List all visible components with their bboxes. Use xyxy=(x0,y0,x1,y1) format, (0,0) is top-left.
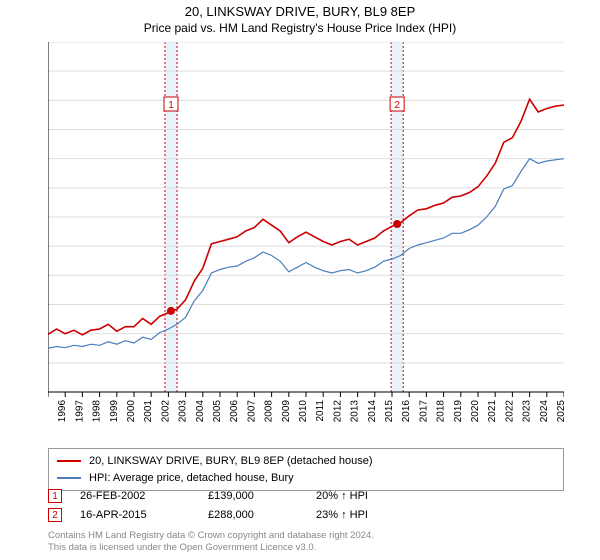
svg-text:2011: 2011 xyxy=(315,400,326,422)
svg-text:2023: 2023 xyxy=(522,400,533,423)
svg-text:2016: 2016 xyxy=(401,400,412,423)
svg-text:2010: 2010 xyxy=(298,400,309,423)
sale-date: 26-FEB-2002 xyxy=(80,490,190,502)
svg-text:1997: 1997 xyxy=(74,400,85,423)
svg-text:1: 1 xyxy=(168,100,174,111)
footer-line: This data is licensed under the Open Gov… xyxy=(48,542,374,554)
svg-text:1999: 1999 xyxy=(109,400,120,423)
legend-label: 20, LINKSWAY DRIVE, BURY, BL9 8EP (detac… xyxy=(89,453,373,470)
svg-text:2018: 2018 xyxy=(436,400,447,423)
svg-text:2002: 2002 xyxy=(160,400,171,423)
sale-hpi: 20% ↑ HPI xyxy=(316,490,406,502)
svg-text:2003: 2003 xyxy=(178,400,189,423)
footer: Contains HM Land Registry data © Crown c… xyxy=(48,530,374,555)
svg-text:2025: 2025 xyxy=(556,400,564,423)
svg-text:2004: 2004 xyxy=(195,400,206,423)
sale-hpi: 23% ↑ HPI xyxy=(316,509,406,521)
sale-marker-icon: 1 xyxy=(48,489,62,503)
legend-item: HPI: Average price, detached house, Bury xyxy=(57,470,555,487)
svg-text:2015: 2015 xyxy=(384,400,395,423)
svg-text:2006: 2006 xyxy=(229,400,240,423)
svg-text:2014: 2014 xyxy=(367,400,378,423)
svg-text:2020: 2020 xyxy=(470,400,481,423)
sales-list: 1 26-FEB-2002 £139,000 20% ↑ HPI 2 16-AP… xyxy=(48,489,564,527)
svg-text:2000: 2000 xyxy=(126,400,137,423)
footer-line: Contains HM Land Registry data © Crown c… xyxy=(48,530,374,542)
sale-row: 1 26-FEB-2002 £139,000 20% ↑ HPI xyxy=(48,489,564,503)
sale-price: £139,000 xyxy=(208,490,298,502)
legend-swatch xyxy=(57,477,81,479)
svg-text:1996: 1996 xyxy=(57,400,68,423)
svg-text:2007: 2007 xyxy=(246,400,257,423)
sale-date: 16-APR-2015 xyxy=(80,509,190,521)
svg-text:2022: 2022 xyxy=(504,400,515,423)
svg-text:1995: 1995 xyxy=(48,400,51,423)
svg-text:2001: 2001 xyxy=(143,400,154,423)
svg-text:2024: 2024 xyxy=(539,400,550,423)
svg-text:2013: 2013 xyxy=(350,400,361,423)
svg-text:2012: 2012 xyxy=(332,400,343,423)
svg-text:2021: 2021 xyxy=(487,400,498,423)
sale-row: 2 16-APR-2015 £288,000 23% ↑ HPI xyxy=(48,508,564,522)
price-chart: £0£50K£100K£150K£200K£250K£300K£350K£400… xyxy=(48,42,564,438)
page-subtitle: Price paid vs. HM Land Registry's House … xyxy=(0,21,600,35)
svg-text:2005: 2005 xyxy=(212,400,223,423)
sale-price: £288,000 xyxy=(208,509,298,521)
legend-item: 20, LINKSWAY DRIVE, BURY, BL9 8EP (detac… xyxy=(57,453,555,470)
legend-label: HPI: Average price, detached house, Bury xyxy=(89,470,294,487)
svg-text:2009: 2009 xyxy=(281,400,292,423)
svg-text:2019: 2019 xyxy=(453,400,464,423)
svg-text:2008: 2008 xyxy=(264,400,275,423)
page-title: 20, LINKSWAY DRIVE, BURY, BL9 8EP xyxy=(0,4,600,19)
sale-marker-icon: 2 xyxy=(48,508,62,522)
legend: 20, LINKSWAY DRIVE, BURY, BL9 8EP (detac… xyxy=(48,448,564,491)
legend-swatch xyxy=(57,460,81,462)
svg-text:2: 2 xyxy=(394,100,400,111)
svg-text:1998: 1998 xyxy=(92,400,103,423)
svg-text:2017: 2017 xyxy=(418,400,429,423)
